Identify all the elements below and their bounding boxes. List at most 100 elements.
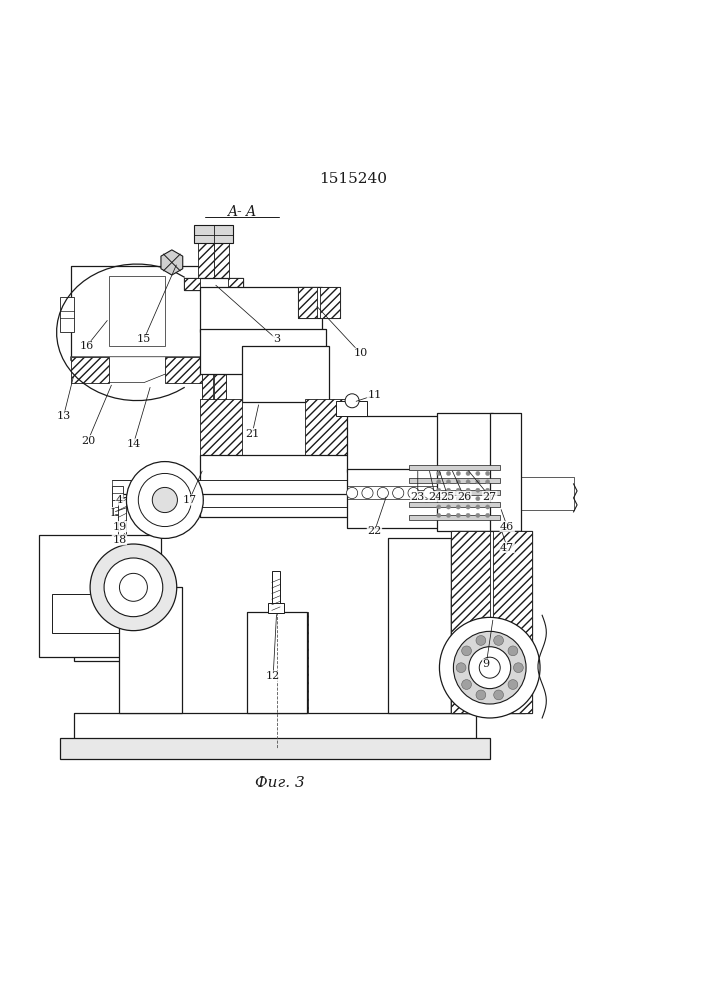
Text: 15: 15 — [136, 334, 151, 344]
Text: 14: 14 — [127, 439, 141, 449]
Bar — [242, 346, 329, 402]
Circle shape — [486, 488, 490, 492]
Text: 12: 12 — [266, 671, 280, 681]
Circle shape — [466, 471, 470, 476]
Circle shape — [486, 471, 490, 476]
Bar — [202, 416, 226, 486]
Bar — [165, 357, 204, 383]
Bar — [118, 497, 127, 556]
Bar — [202, 287, 226, 416]
Circle shape — [446, 505, 450, 509]
Circle shape — [476, 690, 486, 700]
Bar — [451, 594, 525, 713]
Text: 19: 19 — [112, 522, 127, 532]
Text: 46: 46 — [500, 522, 514, 532]
Circle shape — [119, 573, 147, 601]
Circle shape — [456, 480, 460, 484]
Circle shape — [466, 480, 470, 484]
Bar — [242, 346, 325, 402]
Circle shape — [437, 497, 441, 501]
Text: 47: 47 — [500, 543, 514, 553]
Bar — [271, 571, 280, 613]
Bar — [112, 480, 518, 507]
Bar — [112, 486, 123, 501]
Bar — [320, 287, 339, 318]
Circle shape — [486, 505, 490, 509]
Bar — [214, 287, 226, 416]
Bar — [280, 287, 322, 332]
Bar — [119, 587, 148, 713]
Circle shape — [456, 663, 466, 673]
Bar — [451, 594, 490, 713]
Polygon shape — [161, 250, 182, 275]
Text: 4: 4 — [116, 495, 123, 505]
Circle shape — [486, 497, 490, 501]
Bar — [185, 278, 243, 290]
Bar — [199, 235, 214, 283]
Bar — [194, 225, 233, 243]
Circle shape — [423, 487, 435, 499]
Circle shape — [446, 480, 450, 484]
Bar — [200, 235, 228, 283]
Bar — [409, 502, 501, 507]
Circle shape — [437, 480, 441, 484]
Bar — [200, 500, 350, 517]
Bar — [298, 287, 317, 318]
Bar — [409, 515, 501, 520]
Bar — [74, 601, 165, 661]
Text: 26: 26 — [457, 492, 471, 502]
Bar — [438, 469, 479, 528]
Circle shape — [446, 513, 450, 517]
Bar — [200, 455, 350, 517]
Text: Фиг. 3: Фиг. 3 — [255, 776, 305, 790]
Text: 21: 21 — [245, 429, 259, 439]
Bar — [465, 473, 476, 514]
Circle shape — [408, 487, 419, 499]
Circle shape — [437, 513, 441, 517]
Bar — [153, 587, 182, 713]
Bar — [409, 490, 501, 495]
Bar — [80, 633, 118, 657]
Bar — [451, 531, 532, 713]
Circle shape — [446, 471, 450, 476]
Bar — [228, 278, 243, 290]
Bar — [438, 413, 493, 531]
Bar — [60, 738, 490, 759]
Bar — [214, 235, 229, 283]
Circle shape — [476, 488, 480, 492]
Bar — [200, 455, 350, 472]
Circle shape — [466, 488, 470, 492]
Bar — [112, 500, 123, 515]
Bar — [476, 473, 486, 514]
Text: 9: 9 — [483, 659, 490, 669]
Bar — [247, 612, 307, 713]
Bar — [336, 401, 368, 416]
Bar — [298, 287, 339, 318]
Text: 24: 24 — [428, 492, 443, 502]
Bar — [465, 473, 486, 514]
Circle shape — [493, 690, 503, 700]
Text: 23: 23 — [411, 492, 425, 502]
Bar — [451, 531, 490, 713]
Circle shape — [456, 488, 460, 492]
Bar — [200, 399, 242, 458]
Circle shape — [462, 646, 472, 656]
Circle shape — [476, 513, 480, 517]
Circle shape — [152, 487, 177, 513]
Bar — [280, 612, 308, 713]
Circle shape — [486, 513, 490, 517]
Bar — [346, 469, 416, 528]
Circle shape — [466, 497, 470, 501]
Bar — [305, 329, 325, 374]
Circle shape — [437, 488, 441, 492]
Bar — [200, 287, 322, 332]
Text: 18: 18 — [112, 535, 127, 545]
Bar — [423, 538, 455, 713]
Bar — [305, 399, 350, 462]
Bar — [200, 458, 242, 507]
Circle shape — [508, 680, 518, 689]
Bar — [247, 612, 275, 713]
Bar — [507, 477, 573, 510]
Bar — [74, 713, 476, 741]
Circle shape — [104, 558, 163, 617]
